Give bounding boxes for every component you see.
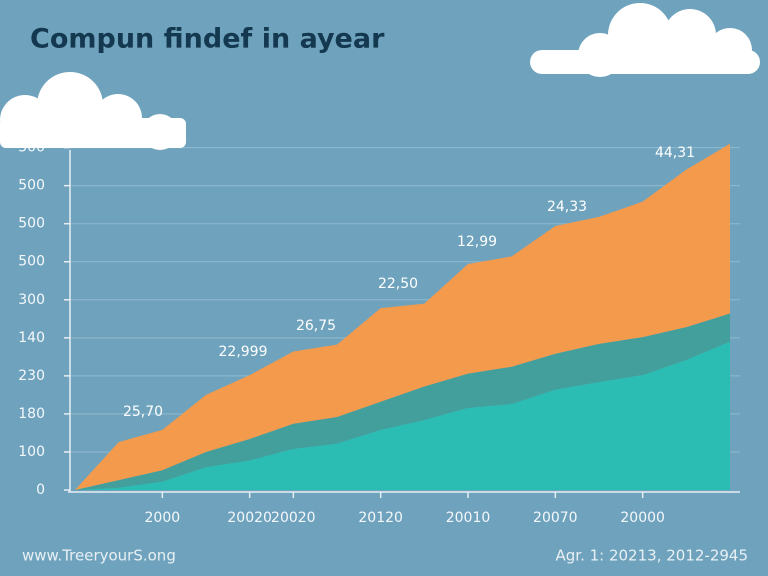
plot-area: 0100180230140300500500500500200020020200…	[18, 140, 740, 526]
area	[75, 341, 730, 490]
y-tick-label: 140	[18, 330, 45, 346]
y-tick-label: 230	[18, 368, 45, 384]
y-tick-label: 180	[18, 406, 45, 422]
chart-title: Compun findef in ayear	[30, 24, 385, 55]
cloud-right	[530, 3, 760, 77]
area	[75, 143, 730, 490]
annotation: 22,999	[219, 344, 268, 360]
y-tick-label: 0	[36, 482, 45, 498]
annotation: 26,75	[296, 318, 336, 334]
y-tick-label: 300	[18, 292, 45, 308]
annotation: 12,99	[457, 234, 497, 250]
x-tick-label: 20070	[533, 510, 578, 526]
annotation: 25,70	[123, 404, 163, 420]
x-tick-label: 20020	[227, 510, 272, 526]
x-tick-label: 20020	[271, 510, 316, 526]
y-tick-label: 500	[18, 216, 45, 232]
cloud-left	[0, 72, 186, 150]
annotation: 44,31	[655, 145, 695, 161]
footer-left: www.TreeryourS.ong	[22, 547, 176, 565]
annotation: 24,33	[547, 199, 587, 215]
x-tick-label: 20010	[446, 510, 491, 526]
annotation: 22,50	[378, 276, 418, 292]
x-tick-label: 20000	[620, 510, 665, 526]
x-tick-label: 2000	[145, 510, 181, 526]
area	[75, 313, 730, 490]
footer-right: Agr. 1: 20213, 2012-2945	[556, 547, 749, 565]
y-tick-label: 500	[18, 254, 45, 270]
y-tick-label: 100	[18, 444, 45, 460]
x-tick-label: 20120	[358, 510, 403, 526]
y-tick-label: 500	[18, 178, 45, 194]
